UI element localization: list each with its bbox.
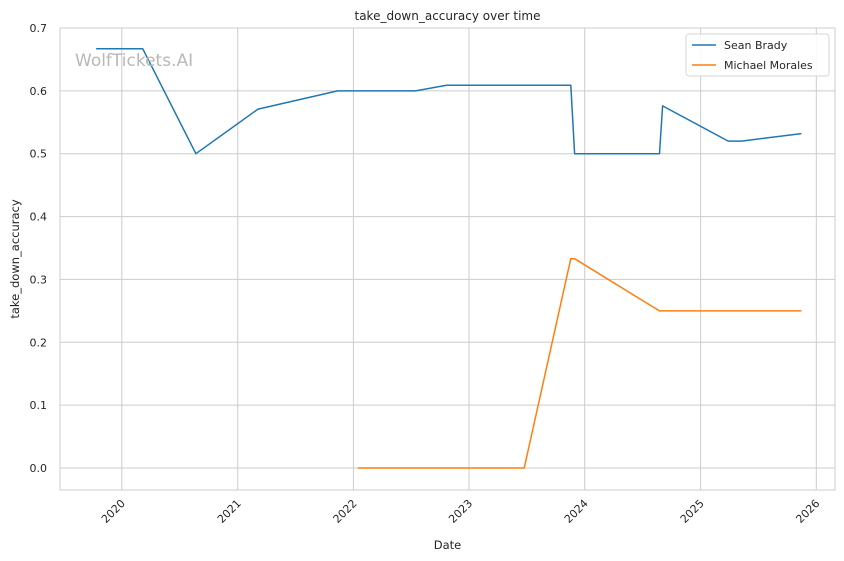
legend-label: Michael Morales — [724, 59, 813, 72]
plot-frame — [59, 27, 836, 491]
y-tick-label: 0.3 — [30, 273, 48, 286]
y-tick-label: 0.4 — [30, 211, 48, 224]
y-tick-label: 0.0 — [30, 462, 48, 475]
series-lines — [96, 47, 802, 469]
x-axis-label: Date — [434, 538, 462, 552]
y-tick-label: 0.2 — [30, 336, 48, 349]
watermark: WolfTickets.AI — [75, 51, 193, 71]
legend-box — [685, 33, 830, 77]
grid — [60, 27, 835, 490]
legend-label: Sean Brady — [724, 39, 788, 52]
y-tick-label: 0.7 — [30, 22, 48, 35]
y-tick-label: 0.5 — [30, 148, 48, 161]
y-tick-labels: 0.0 0.1 0.2 0.3 0.4 0.5 0.6 0.7 — [30, 22, 48, 475]
y-tick-label: 0.6 — [30, 85, 48, 98]
chart-title: take_down_accuracy over time — [355, 9, 541, 23]
y-tick-label: 0.1 — [30, 399, 48, 412]
y-axis-label: take_down_accuracy — [8, 199, 22, 318]
series-line — [357, 257, 802, 469]
legend: Sean Brady Michael Morales — [685, 33, 830, 77]
series-line — [96, 47, 802, 155]
